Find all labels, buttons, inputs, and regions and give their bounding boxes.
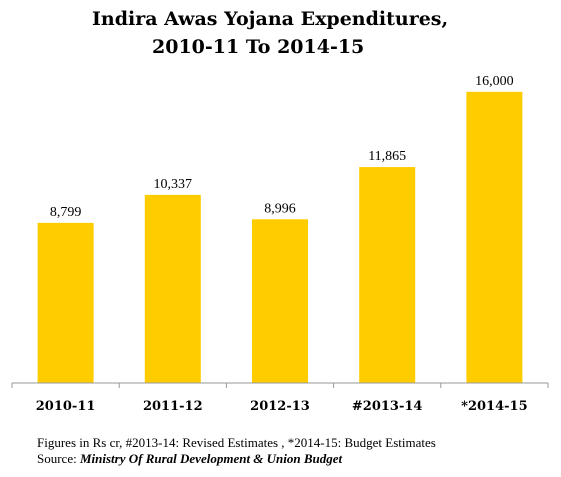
x-tick-label-4: *2014-15 xyxy=(461,399,527,414)
chart-title-line-1: Indira Awas Yojana Expenditures, xyxy=(92,8,449,30)
bar-0 xyxy=(37,222,94,383)
x-tick-labels-group: 2010-11 2011-12 2012-13 #2013-14 *2014-15 xyxy=(36,399,528,414)
footnote-notes: Figures in Rs cr, #2013-14: Revised Esti… xyxy=(37,435,436,450)
bars-group xyxy=(37,91,523,384)
value-label-2: 8,996 xyxy=(264,201,296,216)
source-label: Source: xyxy=(37,451,77,466)
bar-4 xyxy=(466,91,523,384)
footnote-source: Source: Ministry Of Rural Development & … xyxy=(37,451,342,467)
bar-2 xyxy=(252,219,308,383)
x-tick-label-2: 2012-13 xyxy=(250,399,310,414)
x-tick-label-1: 2011-12 xyxy=(143,399,203,414)
value-label-3: 11,865 xyxy=(368,149,406,164)
value-label-0: 8,799 xyxy=(50,205,82,220)
value-label-4: 16,000 xyxy=(475,74,514,89)
source-value: Ministry Of Rural Development & Union Bu… xyxy=(79,451,343,466)
bar-3 xyxy=(359,167,416,383)
x-tick-label-0: 2010-11 xyxy=(36,399,96,414)
value-label-1: 10,337 xyxy=(154,177,193,192)
x-ticks-group xyxy=(11,383,549,388)
chart-title-line-2: 2010-11 To 2014-15 xyxy=(152,36,365,58)
bar-1 xyxy=(144,194,201,383)
x-tick-label-3: #2013-14 xyxy=(352,399,423,414)
value-labels-group: 8,799 10,337 8,996 11,865 16,000 xyxy=(50,74,514,220)
